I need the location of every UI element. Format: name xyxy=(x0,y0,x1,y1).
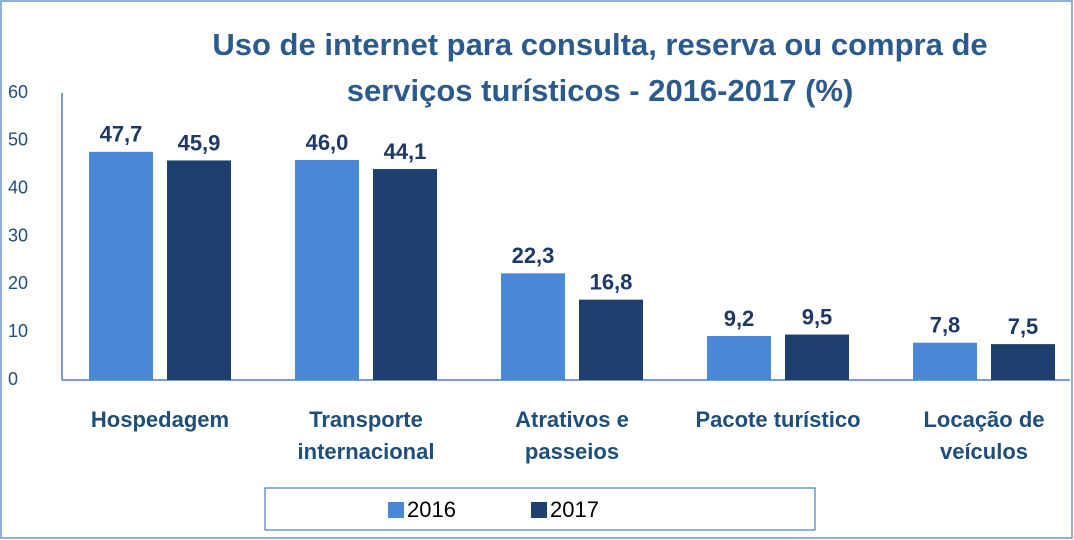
legend-label: 2016 xyxy=(407,497,456,522)
y-tick-label: 40 xyxy=(8,177,28,197)
bar xyxy=(991,344,1055,380)
bar xyxy=(373,169,437,380)
y-tick-label: 20 xyxy=(8,273,28,293)
y-tick-label: 50 xyxy=(8,130,28,150)
data-label: 22,3 xyxy=(512,243,555,268)
y-tick-label: 60 xyxy=(8,82,28,102)
data-label: 45,9 xyxy=(178,130,221,155)
y-tick-label: 10 xyxy=(8,321,28,341)
y-tick-label: 30 xyxy=(8,225,28,245)
data-label: 9,2 xyxy=(724,306,755,331)
x-tick-label: Hospedagem xyxy=(90,407,230,432)
x-tick-label: Transporte internacional xyxy=(297,407,435,464)
bar xyxy=(785,334,849,380)
bar xyxy=(501,273,565,380)
data-label: 7,8 xyxy=(930,313,961,338)
data-label: 9,5 xyxy=(802,304,833,329)
data-label: 47,7 xyxy=(100,122,143,147)
x-tick-label: Atrativos e passeios xyxy=(515,407,629,464)
y-tick-label: 0 xyxy=(8,369,18,389)
data-label: 16,8 xyxy=(590,269,633,294)
bar xyxy=(707,335,771,380)
bar xyxy=(295,159,359,380)
legend-label: 2017 xyxy=(550,497,599,522)
legend-swatch xyxy=(531,502,547,518)
x-tick-label: Pacote turístico xyxy=(695,407,861,432)
chart-title: Uso de internet para consulta, reserva o… xyxy=(212,27,988,108)
data-label: 44,1 xyxy=(384,139,427,164)
data-label: 7,5 xyxy=(1008,314,1039,339)
bar xyxy=(913,342,977,380)
bar xyxy=(167,160,231,380)
bar xyxy=(89,151,153,380)
bar xyxy=(579,299,643,380)
data-label: 46,0 xyxy=(306,130,349,155)
legend-swatch xyxy=(388,502,404,518)
x-tick-label: Locação de veículos xyxy=(923,407,1045,464)
